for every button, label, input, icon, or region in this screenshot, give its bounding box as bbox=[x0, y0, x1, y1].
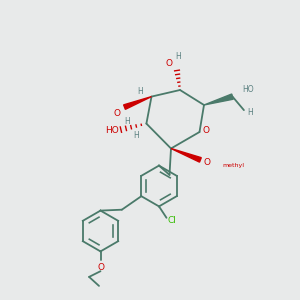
Polygon shape bbox=[204, 94, 233, 105]
Text: O: O bbox=[203, 158, 211, 167]
Text: O: O bbox=[113, 109, 121, 118]
Text: Cl: Cl bbox=[167, 216, 176, 225]
Text: H: H bbox=[137, 87, 143, 96]
Text: H: H bbox=[248, 108, 254, 117]
Polygon shape bbox=[171, 148, 201, 162]
Text: O: O bbox=[202, 126, 210, 135]
Text: HO: HO bbox=[242, 85, 254, 94]
Text: H: H bbox=[124, 117, 130, 126]
Text: O: O bbox=[166, 58, 173, 68]
Text: H: H bbox=[176, 52, 182, 61]
Text: methyl: methyl bbox=[222, 163, 244, 168]
Text: H: H bbox=[133, 130, 139, 140]
Text: O: O bbox=[97, 262, 104, 272]
Text: HO: HO bbox=[106, 126, 119, 135]
Polygon shape bbox=[124, 97, 152, 109]
